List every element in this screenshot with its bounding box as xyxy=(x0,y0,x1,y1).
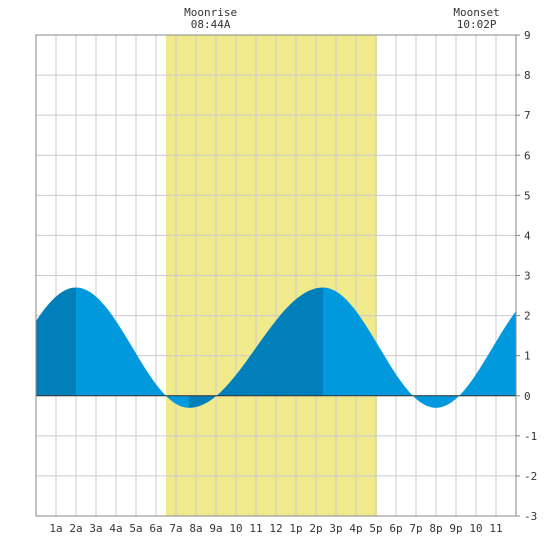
tide-area xyxy=(36,287,516,408)
y-tick-label: 4 xyxy=(524,229,531,242)
x-axis: 1a 2a 3a 4a 5a 6a 7a 8a 9a 10 11 12 1p 2p 3p 4p 5p 6p 7p 8p… xyxy=(49,522,502,535)
tide-falling-segment xyxy=(323,287,436,408)
x-tick-label: 7p xyxy=(409,522,422,535)
x-tick-label: 2p xyxy=(309,522,322,535)
y-tick-label: -3 xyxy=(524,510,537,523)
x-tick-label: 5p xyxy=(369,522,382,535)
x-tick-label: 11 xyxy=(489,522,502,535)
x-tick-label: 3p xyxy=(329,522,342,535)
x-tick-label: 11 xyxy=(249,522,262,535)
x-tick-label: 1p xyxy=(289,522,302,535)
x-tick-label: 9p xyxy=(449,522,462,535)
y-tick-label: 6 xyxy=(524,149,531,162)
x-tick-label: 1a xyxy=(49,522,62,535)
x-tick-label: 9a xyxy=(209,522,222,535)
x-tick-label: 7a xyxy=(169,522,182,535)
x-tick-label: 4p xyxy=(349,522,362,535)
y-tick-label: 3 xyxy=(524,270,531,283)
y-tick-label: -2 xyxy=(524,470,537,483)
x-tick-label: 2a xyxy=(69,522,82,535)
y-tick-label: -1 xyxy=(524,430,537,443)
x-tick-label: 6a xyxy=(149,522,162,535)
x-tick-label: 8a xyxy=(189,522,202,535)
tide-falling-segment xyxy=(436,311,516,408)
y-tick-label: 7 xyxy=(524,109,531,122)
moonrise-time: 08:44A xyxy=(191,18,231,31)
y-tick-label: 8 xyxy=(524,69,531,82)
x-tick-label: 4a xyxy=(109,522,122,535)
y-axis: -3 -2 -1 0 1 2 3 4 5 6 7 8 9 xyxy=(516,29,537,523)
y-tick-label: 5 xyxy=(524,189,531,202)
y-tick-label: 1 xyxy=(524,350,531,363)
moonrise-label: Moonrise xyxy=(184,6,237,19)
y-tick-label: 0 xyxy=(524,390,531,403)
x-tick-label: 5a xyxy=(129,522,142,535)
tide-falling-segment xyxy=(76,287,189,408)
x-tick-label: 10 xyxy=(469,522,482,535)
tide-rising-segment xyxy=(189,287,323,408)
x-tick-label: 6p xyxy=(389,522,402,535)
y-tick-label: 2 xyxy=(524,310,531,323)
x-tick-label: 8p xyxy=(429,522,442,535)
moonset-time: 10:02P xyxy=(457,18,497,31)
x-tick-label: 10 xyxy=(229,522,242,535)
moonset-label: Moonset xyxy=(453,6,499,19)
tide-rising-segment xyxy=(36,287,76,396)
x-tick-label: 3a xyxy=(89,522,102,535)
y-tick-label: 9 xyxy=(524,29,531,42)
gridlines xyxy=(36,34,516,517)
x-tick-label: 12 xyxy=(269,522,282,535)
